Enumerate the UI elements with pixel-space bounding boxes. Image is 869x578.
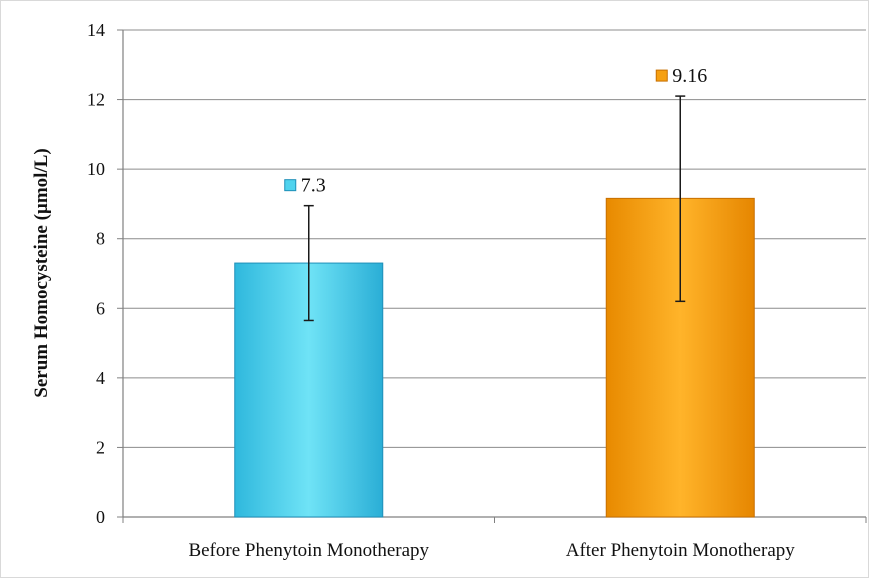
data-label: 9.16 — [672, 65, 707, 87]
y-tick-label: 4 — [96, 368, 105, 388]
y-tick-label: 0 — [96, 507, 105, 527]
bars — [234, 95, 755, 518]
data-label: 7.3 — [301, 175, 326, 197]
labels: 0 2 4 6 8 10 12 14 7.3 Before Phenytoin Monothera… — [87, 20, 795, 561]
x-category-label: Before Phenytoin Monotherapy — [188, 540, 429, 561]
data-label-marker — [284, 179, 297, 192]
y-tick-label: 14 — [87, 20, 105, 40]
y-tick-label: 2 — [96, 437, 105, 457]
y-tick-label: 12 — [87, 90, 105, 110]
y-tick-label: 10 — [87, 159, 105, 179]
y-tick-label: 6 — [96, 298, 105, 318]
x-category-label: After Phenytoin Monotherapy — [566, 540, 796, 561]
data-label-marker — [655, 69, 668, 82]
y-tick-label: 8 — [96, 229, 105, 249]
y-axis-title: Serum Homocysteine (µmol/L) — [31, 148, 52, 397]
